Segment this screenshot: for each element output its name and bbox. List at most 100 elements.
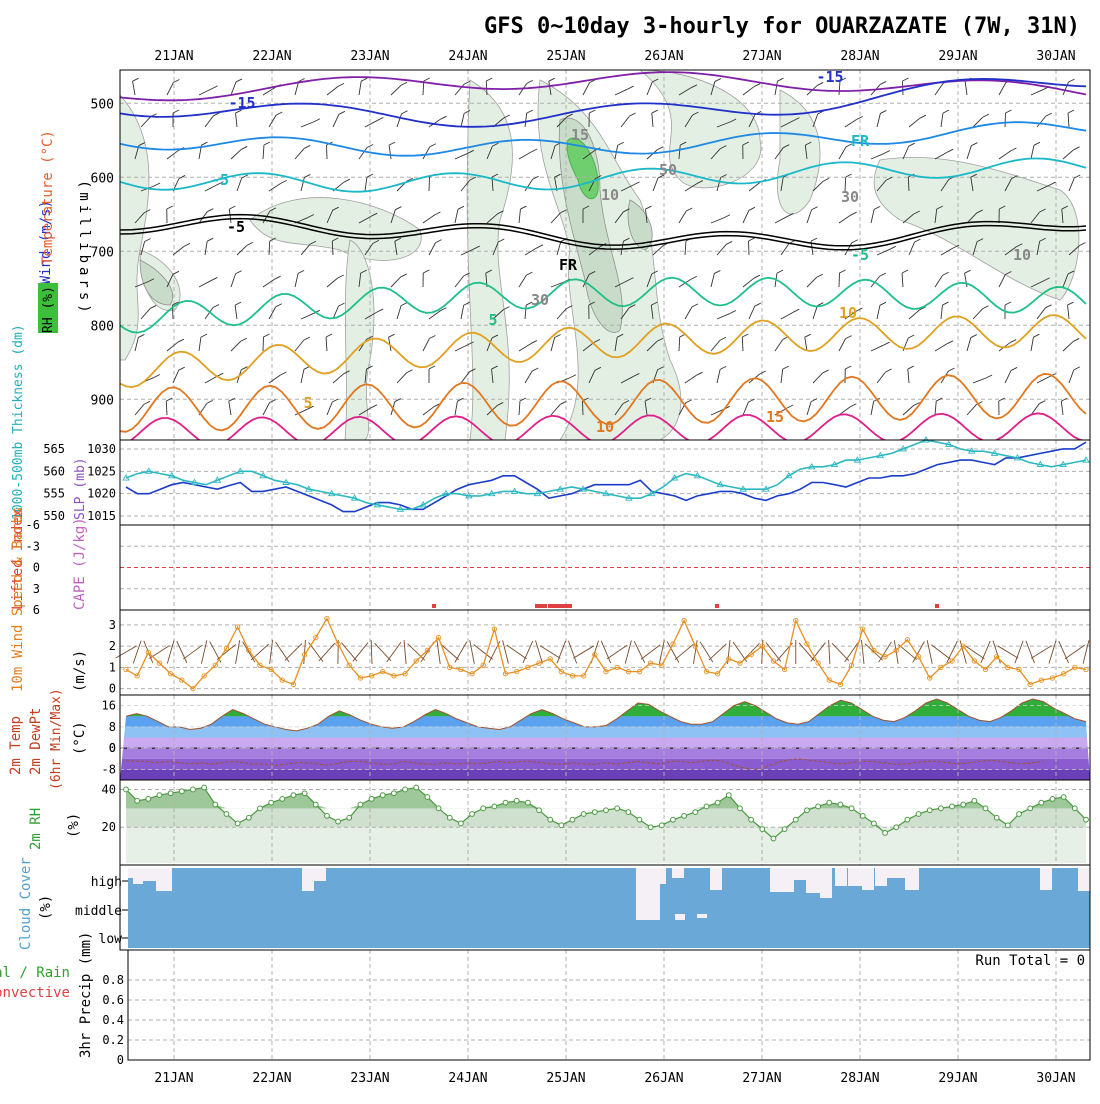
- date-label-top: 30JAN: [1036, 49, 1075, 64]
- cloud-clear-gap: [1040, 868, 1052, 890]
- rh-point: [793, 817, 798, 822]
- cloud-cover-fill: [128, 868, 1090, 948]
- pressure-plot-area: [120, 440, 1090, 525]
- cloud-clear-gap: [820, 868, 832, 898]
- temp-tick: 16: [102, 699, 116, 713]
- contour-label: 5: [303, 394, 312, 412]
- temperature-axis-label: Temperature (°C): [40, 130, 56, 265]
- precip-convective-label: Convective: [0, 985, 70, 1001]
- date-label-bottom: 24JAN: [448, 1071, 487, 1086]
- thickness-tick: 555: [43, 487, 65, 501]
- rh-tick: 20: [102, 820, 116, 834]
- slp-axis-label: SLP (mb): [73, 457, 88, 520]
- date-label-top: 21JAN: [154, 49, 193, 64]
- rh-point: [124, 787, 129, 792]
- cloud-clear-gap: [133, 868, 143, 884]
- cloud-clear-gap: [875, 868, 887, 886]
- cloud-clear-gap: [672, 868, 684, 878]
- contour-label: -15: [816, 68, 843, 86]
- rh-point: [503, 800, 508, 805]
- rh-point: [816, 804, 821, 809]
- li-marker: [432, 604, 436, 608]
- rh-point: [537, 808, 542, 813]
- thickness-tick: 565: [43, 442, 65, 456]
- rh-point: [704, 804, 709, 809]
- rh-point: [135, 798, 140, 803]
- rh-point: [726, 793, 731, 798]
- rh-point: [659, 823, 664, 828]
- rh-point: [827, 800, 832, 805]
- rh-point: [938, 806, 943, 811]
- cloud-clear-gap: [156, 868, 166, 891]
- rh-point: [313, 802, 318, 807]
- rh-point: [235, 821, 240, 826]
- rh-point: [648, 825, 653, 830]
- rh-point: [336, 819, 341, 824]
- cloud-clear-gap: [143, 868, 156, 881]
- rh-point: [1039, 800, 1044, 805]
- rh-point: [302, 791, 307, 796]
- li-marker: [548, 604, 560, 608]
- rh-point: [325, 813, 330, 818]
- temperature-unit-label: (°C): [72, 721, 88, 755]
- cloud-clear-gap: [835, 868, 847, 886]
- slp-tick: 1025: [87, 464, 116, 478]
- rh-point: [179, 789, 184, 794]
- cloud-clear-gap: [697, 914, 707, 918]
- date-label-top: 23JAN: [350, 49, 389, 64]
- slp-tick: 1030: [87, 442, 116, 456]
- wind10m-unit-label: (m/s): [72, 650, 88, 692]
- cloud-clear-gap: [770, 868, 794, 892]
- rh-point: [860, 813, 865, 818]
- rh-point: [280, 796, 285, 801]
- date-label-bottom: 26JAN: [644, 1071, 683, 1086]
- rh-point: [894, 825, 899, 830]
- precip-tick: 0.6: [102, 993, 124, 1007]
- wind-tick: 3: [109, 618, 116, 632]
- pressure-tick: 500: [91, 97, 114, 112]
- rh-point: [492, 804, 497, 809]
- chart-title: GFS 0~10day 3-hourly for OUARZAZATE (7W,…: [484, 14, 1080, 39]
- date-label-top: 22JAN: [252, 49, 291, 64]
- rh-point: [246, 815, 251, 820]
- rh-point: [481, 806, 486, 811]
- rh-point: [570, 817, 575, 822]
- contour-label: FR: [851, 132, 870, 150]
- contour-label: FR: [559, 256, 578, 274]
- date-label-bottom: 30JAN: [1036, 1071, 1075, 1086]
- rh-point: [581, 812, 586, 817]
- date-label-top: 24JAN: [448, 49, 487, 64]
- date-label-bottom: 29JAN: [938, 1071, 977, 1086]
- rh-point: [1005, 823, 1010, 828]
- precip-tick: 0.4: [102, 1013, 124, 1027]
- rh-point: [1084, 817, 1089, 822]
- rh-point: [626, 810, 631, 815]
- temperature-band: [120, 769, 1090, 780]
- rh-low-band: [126, 827, 1086, 863]
- rh-point: [760, 827, 765, 832]
- li-tick: 6: [33, 603, 40, 617]
- rh-point: [380, 793, 385, 798]
- li-tick: 0: [33, 561, 40, 575]
- cloud-clear-gap: [1078, 868, 1090, 891]
- wind-tick: 0: [109, 682, 116, 696]
- li-marker: [935, 604, 939, 608]
- slp-tick: 1020: [87, 487, 116, 501]
- rh-point: [849, 806, 854, 811]
- cloud-clear-gap: [166, 868, 172, 891]
- contour-label: -5: [227, 218, 245, 236]
- rh-point: [927, 808, 932, 813]
- rh-point: [782, 827, 787, 832]
- rh-point: [191, 787, 196, 792]
- temp-axis-label: 2m Temp: [8, 716, 24, 775]
- rh-point: [1061, 795, 1066, 800]
- date-label-bottom: 22JAN: [252, 1071, 291, 1086]
- precip-tick: 0: [117, 1053, 124, 1067]
- wind-tick: 2: [109, 639, 116, 653]
- precip-axis-label: 3hr Precip (mm): [78, 932, 94, 1058]
- rh-point: [403, 787, 408, 792]
- rh2m-axis-label: 2m RH: [28, 808, 44, 850]
- rh-point: [592, 810, 597, 815]
- temperature-band: [120, 738, 1090, 749]
